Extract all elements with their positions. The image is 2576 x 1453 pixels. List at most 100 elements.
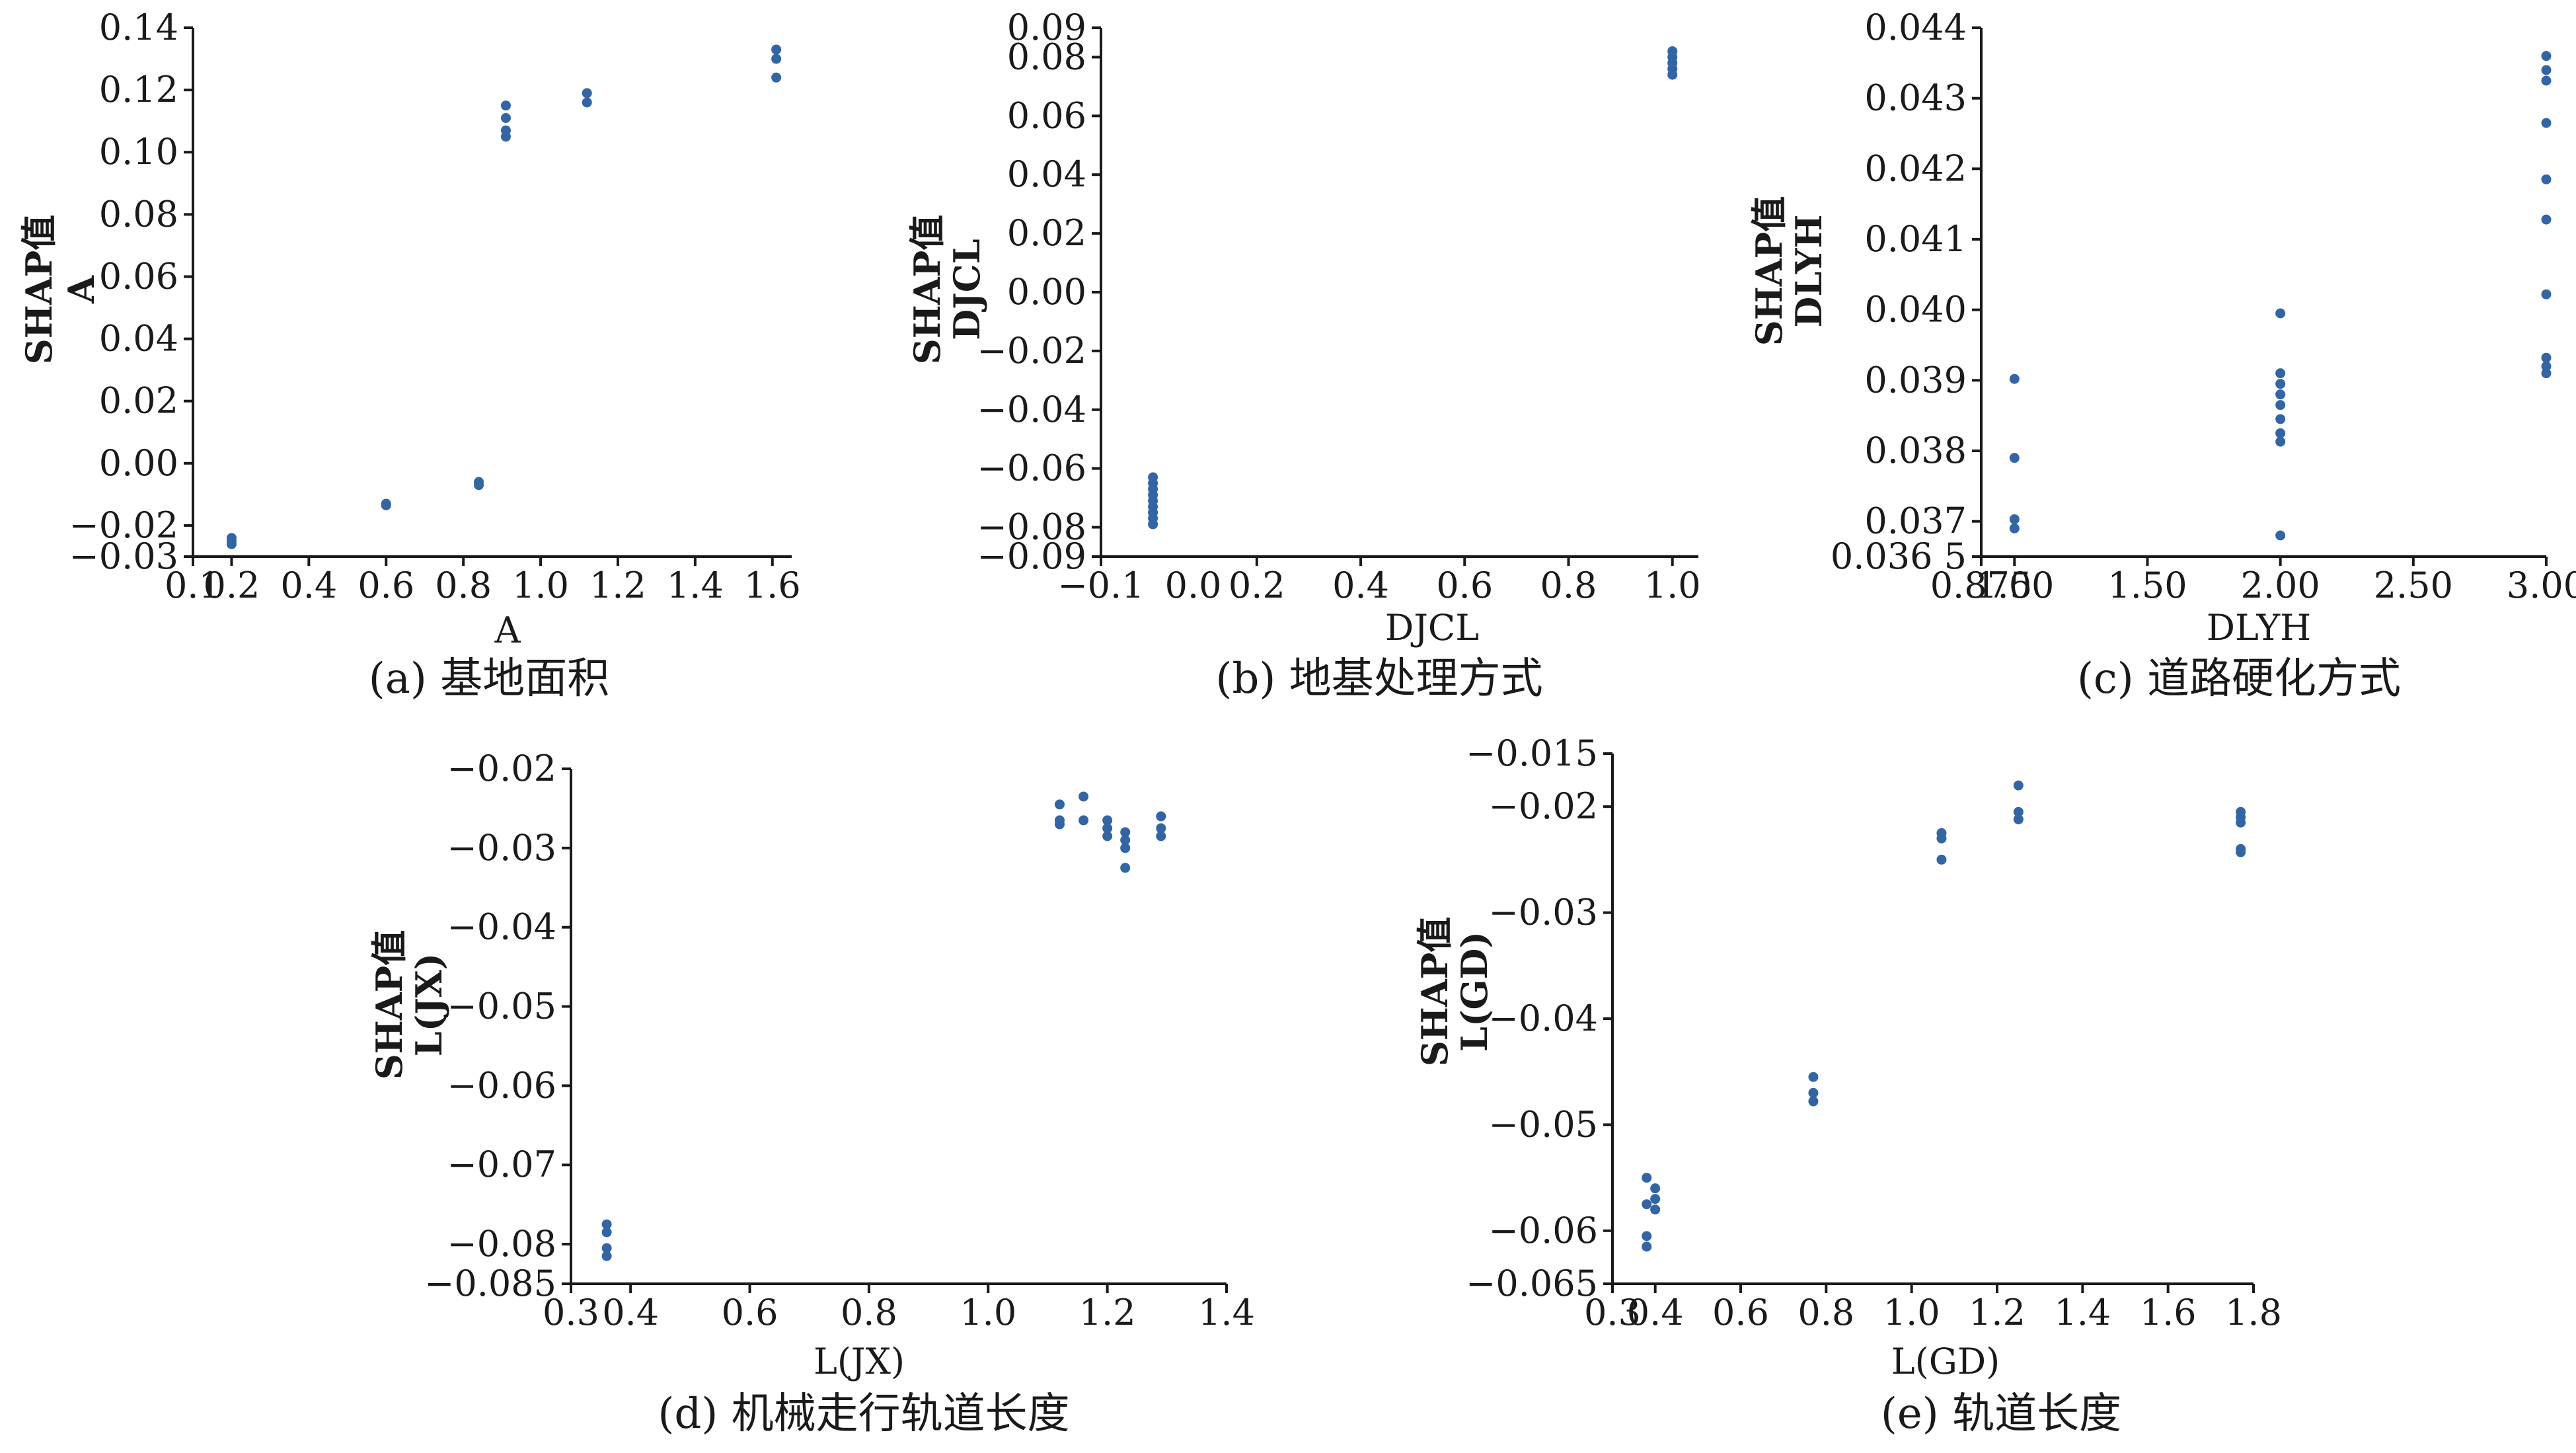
panel-e-xtick-label: 1.8 bbox=[2225, 1292, 2282, 1333]
panel-e-data-point bbox=[1936, 854, 1947, 865]
panel-d-ytick-label: −0.05 bbox=[447, 986, 556, 1027]
panel-a-xtick-label: 0.8 bbox=[435, 565, 492, 606]
panel-a-axes: 0.10.2 0.4 0.6 0.8 1.0 1.2 1.4 1.6 −0.03−0.02 0.0… bbox=[69, 7, 801, 606]
panel-d-xtick-label: 0.6 bbox=[722, 1292, 778, 1333]
panel-c-data-point bbox=[2541, 361, 2552, 372]
panel-b-xtick-label: 1.0 bbox=[1644, 565, 1701, 606]
panel-c-data-point bbox=[2541, 368, 2552, 379]
panel-c-ytick-label: 0.043 bbox=[1864, 77, 1967, 119]
panel-c-data-point bbox=[2275, 414, 2286, 424]
panel-c-xtick-label: 1.00 bbox=[1975, 565, 2054, 606]
panel-a-data-point bbox=[500, 100, 511, 111]
panel-e-caption: (e) 轨道长度 bbox=[1881, 1390, 2121, 1438]
panel-d-data-point bbox=[601, 1219, 612, 1230]
panel-a-points bbox=[226, 44, 782, 549]
panel-c-data-point bbox=[2275, 428, 2286, 438]
panel-a-data-point bbox=[582, 97, 592, 108]
panel-d-ylabel-line1: SHAP值 bbox=[368, 930, 410, 1080]
panel-d-data-point bbox=[1120, 827, 1131, 838]
panel-c-data-point bbox=[2275, 530, 2286, 541]
panel-a-data-point bbox=[771, 44, 782, 55]
panel-e-data-point bbox=[2013, 814, 2024, 824]
panel-a-xtick-label: 0.2 bbox=[204, 565, 260, 606]
panel-b-foundation-treatment: −0.1 0.2 0.4 0.6 0.8 1.0 0.0 −0.09−0.08 −0.06 −0.… bbox=[906, 7, 1701, 703]
panel-a-ytick-label: −0.03 bbox=[69, 535, 178, 577]
panel-d-points bbox=[601, 791, 1166, 1261]
panel-b-xtick-label: −0.1 bbox=[1057, 565, 1144, 606]
panel-c-ytick-label: 0.044 bbox=[1864, 7, 1967, 48]
panel-d-ytick-label: −0.02 bbox=[447, 748, 556, 789]
panel-e-xtick-label: 0.3 bbox=[1584, 1292, 1641, 1333]
panel-c-data-point bbox=[2009, 523, 2020, 533]
panel-b-xtick-label: 0.0 bbox=[1165, 565, 1222, 606]
panel-a-data-point bbox=[381, 500, 391, 510]
panel-e-xlabel: L(GD) bbox=[1891, 1341, 2000, 1382]
panel-c-data-point bbox=[2541, 118, 2552, 128]
panel-d-data-point bbox=[601, 1227, 612, 1237]
panel-c-xlabel: DLYH bbox=[2207, 607, 2311, 648]
panel-a-ytick-label: 0.14 bbox=[99, 7, 178, 48]
panel-d-xtick-label: 0.4 bbox=[602, 1292, 659, 1333]
panel-b-ytick-label: 0.04 bbox=[1007, 153, 1086, 195]
panel-e-ytick-label: −0.015 bbox=[1466, 732, 1598, 774]
panel-e-ytick-label: −0.04 bbox=[1489, 998, 1598, 1039]
panel-d-data-point bbox=[1120, 843, 1131, 853]
panel-b-points bbox=[1148, 46, 1678, 530]
panel-a-xtick-label: 0.4 bbox=[280, 565, 337, 606]
panel-e-ytick-label: −0.065 bbox=[1466, 1263, 1598, 1304]
panel-b-xtick-label: 0.6 bbox=[1436, 565, 1493, 606]
panel-e-axes: 0.30.4 0.6 0.8 1.0 1.2 1.4 1.6 1.8 −0.065 −0.06 −0… bbox=[1466, 732, 2282, 1333]
panel-e-xtick-label: 1.6 bbox=[2140, 1292, 2197, 1333]
panel-d-ylabel-line2: L(JX) bbox=[408, 953, 450, 1057]
panel-a-xtick-label: 1.0 bbox=[512, 565, 569, 606]
panel-c-data-point bbox=[2541, 289, 2552, 299]
panel-b-xlabel: DJCL bbox=[1385, 607, 1479, 648]
panel-c-ylabel-line2: DLYH bbox=[1788, 215, 1830, 328]
panel-a-ytick-label: 0.02 bbox=[99, 380, 178, 422]
panel-a-data-point bbox=[771, 72, 782, 83]
panel-e-data-point bbox=[1808, 1096, 1819, 1107]
panel-e-data-point bbox=[2236, 847, 2246, 857]
panel-c-ytick-label: 0.041 bbox=[1864, 218, 1967, 260]
panel-e-ylabel-line2: L(GD) bbox=[1453, 931, 1496, 1052]
panel-d-data-point bbox=[1102, 831, 1113, 842]
panel-d-ytick-label: −0.07 bbox=[447, 1144, 556, 1185]
panel-c-ytick-label: 0.042 bbox=[1864, 147, 1967, 189]
panel-d-data-point bbox=[601, 1251, 612, 1261]
panel-e-data-point bbox=[2013, 780, 2024, 791]
panel-c-data-point bbox=[2541, 352, 2552, 363]
panel-b-ytick-label: 0.02 bbox=[1007, 212, 1086, 254]
panel-e-ytick-label: −0.03 bbox=[1489, 892, 1598, 933]
panel-e-ytick-label: −0.05 bbox=[1489, 1103, 1598, 1145]
panel-d-xtick-label: 0.3 bbox=[543, 1292, 599, 1333]
panel-b-ytick-label: −0.08 bbox=[977, 506, 1086, 548]
panel-c-data-point bbox=[2275, 400, 2286, 411]
panel-d-ytick-label: −0.08 bbox=[447, 1223, 556, 1265]
panel-e-ytick-label: −0.06 bbox=[1489, 1210, 1598, 1251]
panel-c-data-point bbox=[2541, 75, 2552, 86]
panel-c-xtick-label: 0.875 bbox=[1930, 565, 2033, 606]
panel-d-ytick-label: −0.085 bbox=[424, 1263, 556, 1304]
panel-c-data-point bbox=[2275, 308, 2286, 319]
panel-d-data-point bbox=[1156, 823, 1166, 834]
panel-c-caption: (c) 道路硬化方式 bbox=[2077, 654, 2401, 703]
panel-e-xtick-label: 0.4 bbox=[1627, 1292, 1684, 1333]
panel-d-data-point bbox=[1156, 831, 1166, 842]
panel-c-data-point bbox=[2541, 174, 2552, 184]
panel-d-xtick-label: 1.0 bbox=[960, 1292, 1016, 1333]
panel-a-ylabel-line2: A bbox=[60, 275, 102, 304]
panel-a-data-point bbox=[582, 88, 592, 98]
panel-d-ytick-label: −0.06 bbox=[447, 1064, 556, 1106]
panel-a-xtick-label: 1.6 bbox=[744, 565, 801, 606]
panel-e-data-point bbox=[1642, 1241, 1652, 1252]
panel-b-ytick-label: 0.09 bbox=[1007, 7, 1086, 48]
panel-b-xtick-label: 0.2 bbox=[1229, 565, 1285, 606]
panel-a-xtick-label: 1.2 bbox=[589, 565, 646, 606]
panel-a-ytick-label: 0.06 bbox=[99, 255, 178, 297]
panel-d-data-point bbox=[1156, 811, 1166, 822]
panel-b-ytick-label: 0.00 bbox=[1007, 271, 1086, 313]
panel-d-ytick-label: −0.03 bbox=[447, 827, 556, 869]
panel-b-xtick-label: 0.8 bbox=[1540, 565, 1597, 606]
